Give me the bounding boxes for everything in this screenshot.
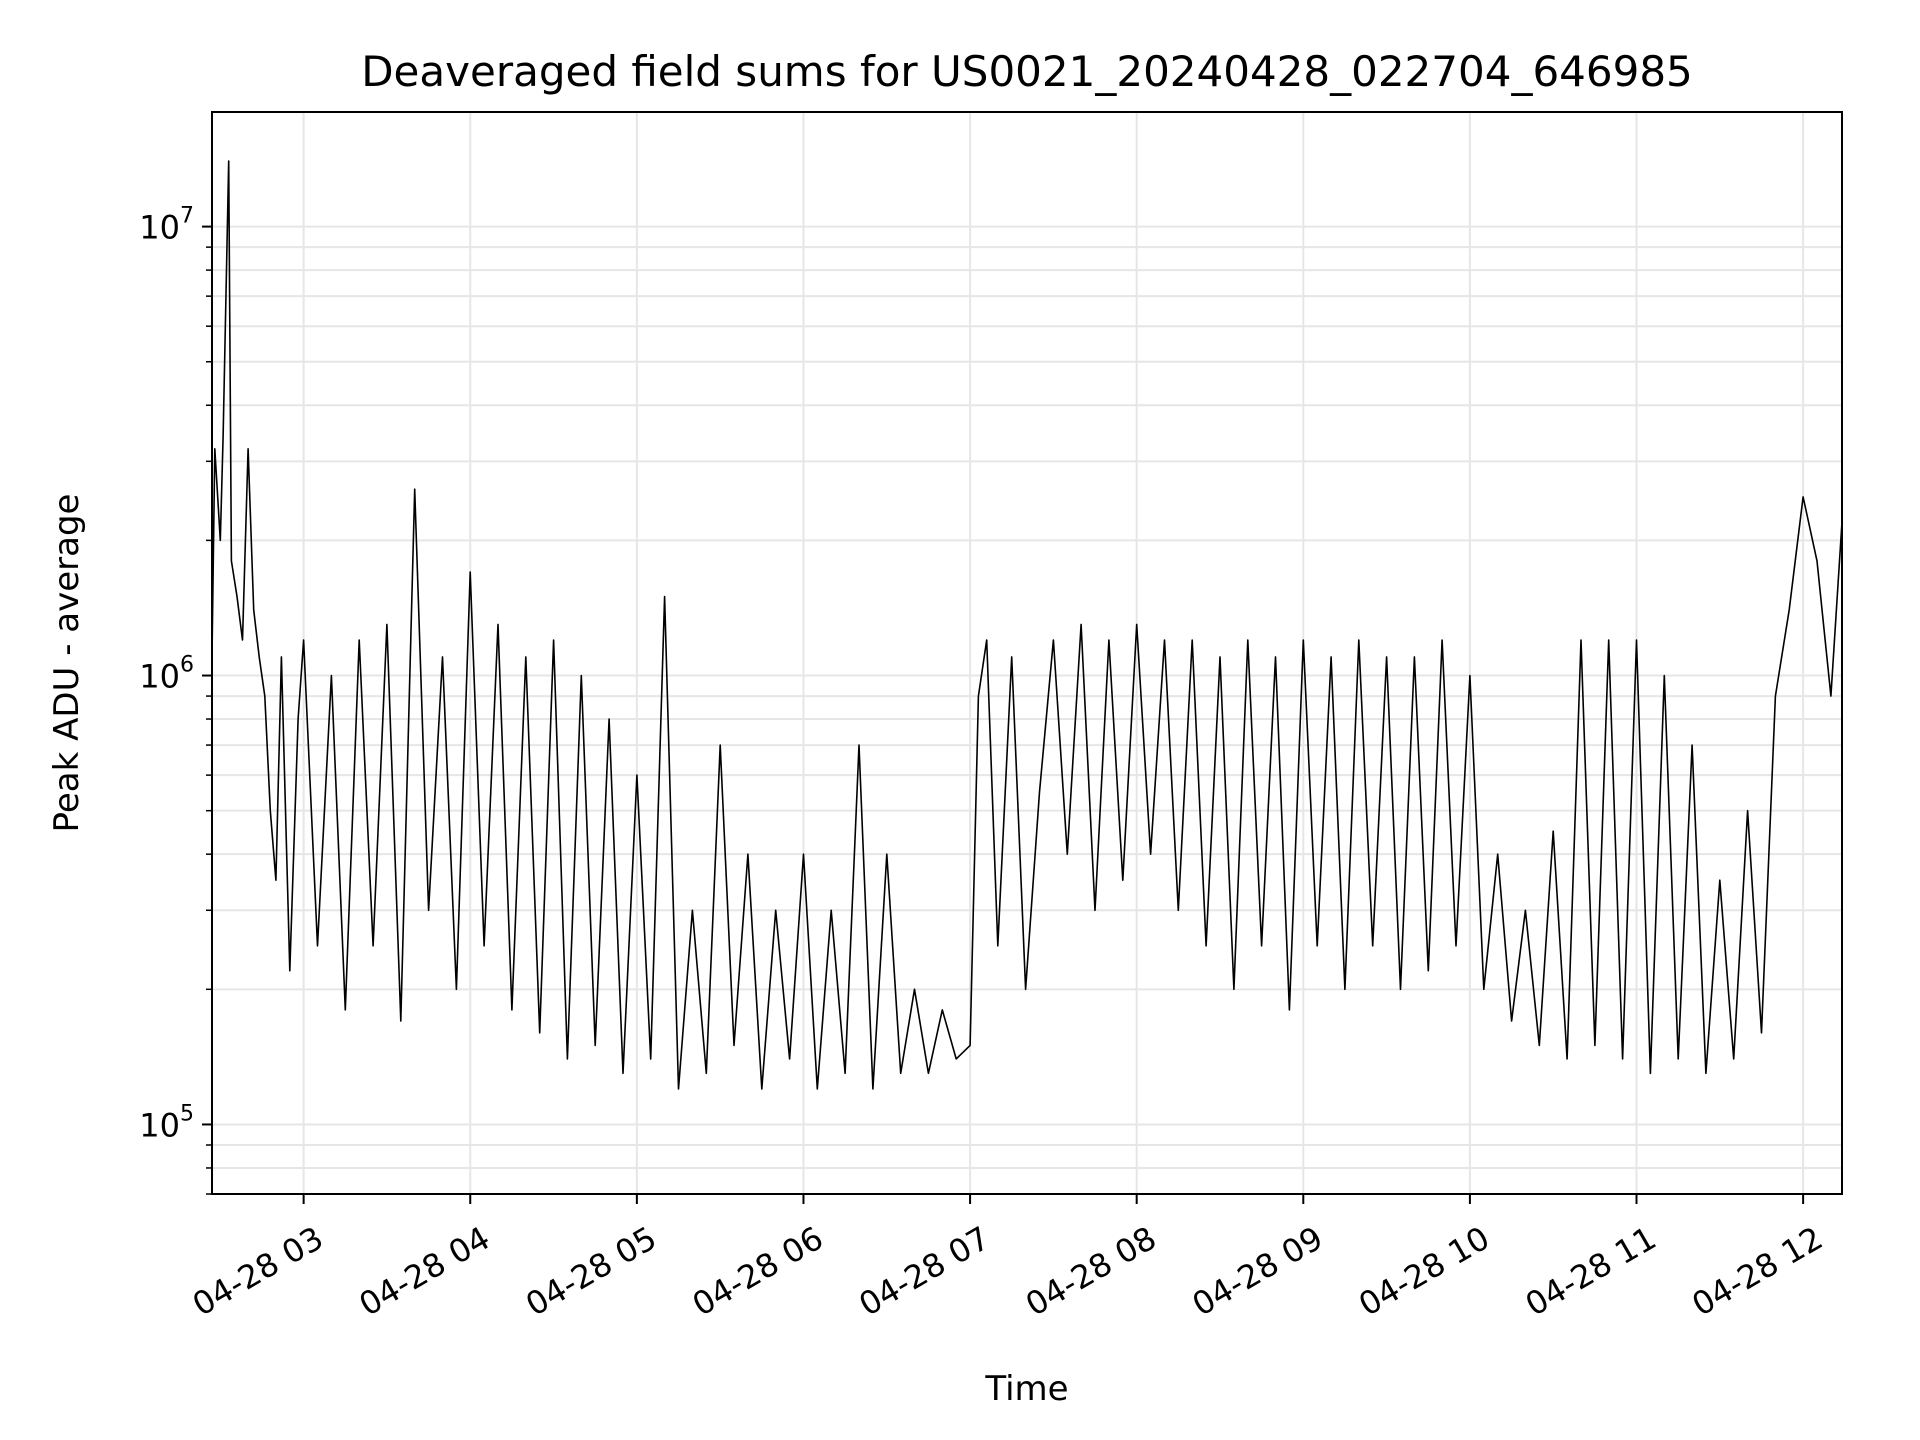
plot-frame bbox=[211, 111, 1843, 1195]
y-axis-label: Peak ADU - average bbox=[47, 494, 87, 833]
grid bbox=[212, 112, 1842, 1195]
x-axis-label: Time bbox=[984, 1369, 1068, 1409]
chart-title: Deaveraged field sums for US0021_2024042… bbox=[361, 47, 1693, 96]
series-group bbox=[211, 160, 1843, 1090]
y-tick-label: 105 bbox=[139, 1101, 194, 1144]
series-line bbox=[211, 160, 1843, 1090]
y-tick-label: 107 bbox=[139, 204, 194, 247]
y-tick-label: 106 bbox=[139, 653, 194, 696]
